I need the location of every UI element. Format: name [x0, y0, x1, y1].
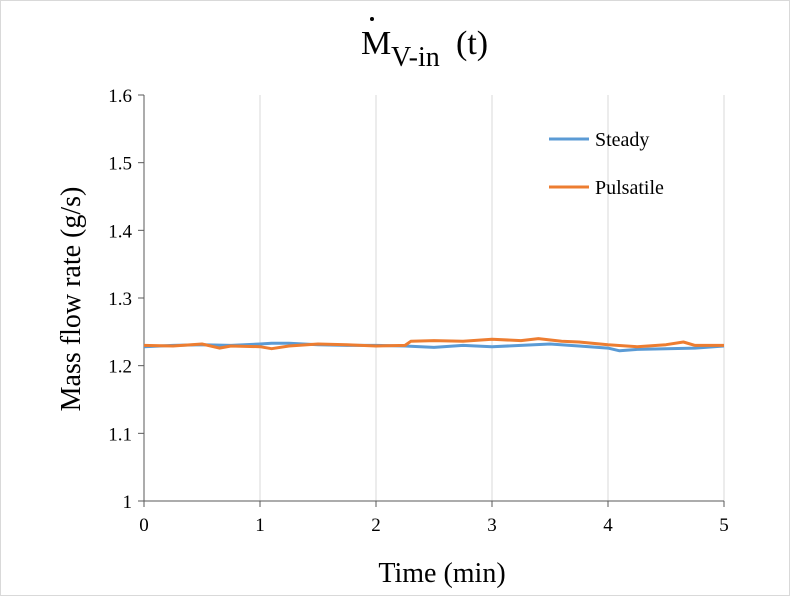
y-tick-label: 1.1	[108, 424, 132, 445]
series-line-steady	[143, 341, 725, 353]
legend-label-steady: Steady	[595, 129, 649, 151]
chart-title: M V-in (t)	[361, 17, 488, 73]
y-tick-label: 1.2	[108, 357, 132, 378]
y-tick-labels: 1 1.1 1.2 1.3 1.4 1.5 1.6	[108, 86, 132, 513]
series-lines	[143, 337, 725, 353]
chart-title-symbol: M	[361, 25, 391, 62]
title-dot-accent	[370, 17, 374, 21]
x-tick-label: 2	[371, 515, 381, 536]
chart-title-subscript: V-in	[391, 42, 440, 73]
x-tick-label: 1	[255, 515, 265, 536]
x-tick-label: 3	[487, 515, 497, 536]
y-axis-label: Mass flow rate (g/s)	[56, 187, 87, 412]
y-tick-label: 1.3	[108, 289, 132, 310]
y-tick-label: 1	[123, 492, 133, 513]
x-tick-label: 5	[719, 515, 729, 536]
x-tick-label: 4	[603, 515, 613, 536]
y-tick-label: 1.4	[108, 221, 132, 242]
y-tick-label: 1.5	[108, 154, 132, 175]
y-tick-label: 1.6	[108, 86, 132, 107]
series-line-pulsatile	[143, 337, 724, 351]
legend: Steady Pulsatile	[549, 129, 664, 199]
gridlines	[259, 95, 725, 501]
x-tick-labels: 0 1 2 3 4 5	[139, 515, 729, 536]
legend-label-pulsatile: Pulsatile	[595, 177, 664, 199]
x-axis-label: Time (min)	[378, 558, 505, 589]
chart-title-suffix: (t)	[456, 25, 488, 62]
axes	[138, 94, 725, 507]
x-tick-label: 0	[139, 515, 149, 536]
